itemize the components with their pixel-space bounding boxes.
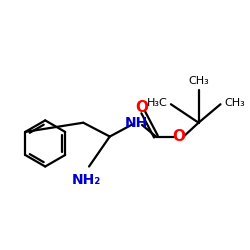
Text: O: O <box>135 100 148 115</box>
Text: O: O <box>172 129 186 144</box>
Text: CH₃: CH₃ <box>188 76 209 86</box>
Text: NH₂: NH₂ <box>72 173 101 187</box>
Text: CH₃: CH₃ <box>224 98 245 108</box>
Text: NH: NH <box>125 116 148 130</box>
Text: H₃C: H₃C <box>147 98 168 108</box>
